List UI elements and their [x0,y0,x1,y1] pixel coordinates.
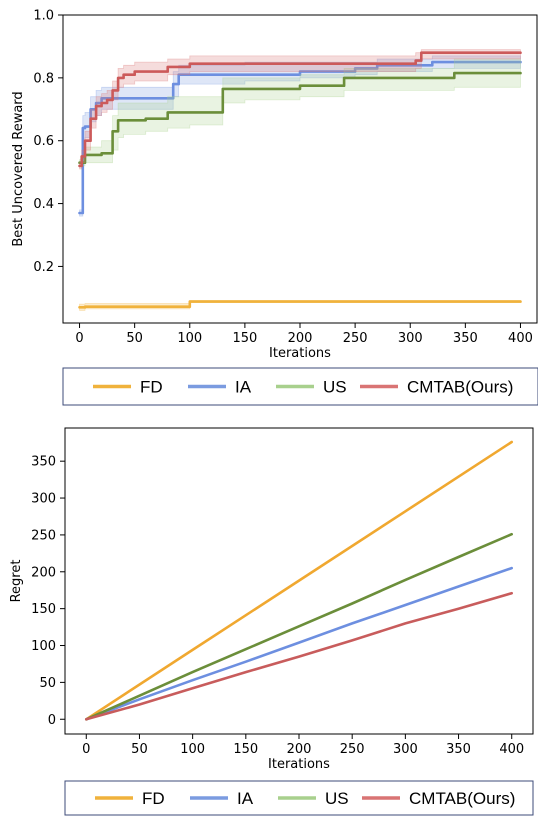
y-tick: 50 [39,676,65,691]
legend-label: IA [235,378,252,397]
series-line-fd [85,440,513,721]
x-tick-label: 400 [499,742,524,757]
series-line-us [78,71,522,164]
legend-label: FD [142,789,165,808]
series-line-fd [78,300,522,309]
y-tick-label: 0.2 [33,260,54,275]
x-tick: 50 [126,323,143,346]
legend-item: CMTAB(Ours) [362,789,515,808]
x-tick: 350 [446,734,471,757]
legend-item: IA [188,378,252,397]
y-tick-label: 300 [31,492,56,507]
x-tick-label: 200 [288,331,313,346]
legend-item: CMTAB(Ours) [360,378,513,397]
y-tick: 200 [31,565,65,580]
x-tick: 50 [131,734,148,757]
y-axis-label: Regret [9,560,24,603]
x-tick-label: 50 [126,331,143,346]
y-tick: 350 [31,455,65,470]
y-tick: 1.0 [33,9,63,24]
y-tick: 0.6 [33,134,63,149]
y-axis-label: Best Uncovered Reward [11,91,26,246]
legend-item: US [278,789,349,808]
x-tick: 150 [233,734,258,757]
y-tick-label: 0.8 [33,71,54,86]
x-tick-label: 0 [75,331,83,346]
x-tick: 0 [82,734,90,757]
legend-bottom: FD IA US CMTAB(Ours) [64,780,534,816]
x-tick: 400 [499,734,524,757]
x-tick: 300 [398,323,423,346]
x-tick-label: 100 [177,331,202,346]
legend-label: FD [140,378,163,397]
x-tick-label: 300 [398,331,423,346]
y-tick: 0.2 [33,260,63,275]
x-tick-label: 100 [180,742,205,757]
y-tick-label: 200 [31,565,56,580]
legend-top: FD IA US CMTAB(Ours) [62,367,538,406]
x-tick: 0 [75,323,84,346]
x-tick-label: 200 [287,742,312,757]
x-tick: 300 [393,734,418,757]
x-tick: 100 [180,734,205,757]
series-line-ia [78,60,522,215]
y-tick: 100 [31,639,65,654]
x-tick: 200 [288,323,313,346]
y-tick-label: 350 [31,455,56,470]
series-line-cmtab-ours- [78,51,522,168]
x-tick-label: 350 [453,331,478,346]
x-tick-label: 250 [343,331,368,346]
x-tick-label: 50 [131,742,148,757]
y-tick-label: 0 [48,713,56,728]
band-cmtab-ours- [79,49,521,170]
y-tick-label: 0.4 [33,197,54,212]
legend-item: US [276,378,347,397]
y-tick: 0.4 [33,197,63,212]
x-tick-label: 150 [233,742,258,757]
y-tick: 250 [31,528,65,543]
x-tick-label: 300 [393,742,418,757]
y-tick-label: 0.6 [33,134,54,149]
x-tick: 250 [340,734,365,757]
x-tick: 100 [177,323,202,346]
x-axis-label: Iterations [268,757,330,772]
band-us [79,58,521,167]
x-axis-label: Iterations [269,346,331,361]
x-tick: 150 [232,323,257,346]
series-line-cmtab-ours- [85,591,513,721]
legend-label: US [323,378,347,397]
x-tick-label: 250 [340,742,365,757]
y-tick-label: 100 [31,639,56,654]
y-tick-label: 250 [31,528,56,543]
x-tick-label: 400 [508,331,533,346]
y-tick: 300 [31,492,65,507]
y-tick-label: 1.0 [33,9,54,24]
reward-chart: 0 50 100 150 200 250 300 350 400 0.2 0.4 0.6 0.8 1.0 I… [11,9,538,361]
x-tick-label: 150 [232,331,257,346]
legend-label: CMTAB(Ours) [409,789,515,808]
y-tick-label: 50 [39,676,56,691]
series-line-us [85,532,513,721]
x-tick-label: 350 [446,742,471,757]
legend-item: FD [95,789,165,808]
x-tick: 250 [343,323,368,346]
series-line-ia [85,566,513,721]
legend-label: CMTAB(Ours) [407,378,513,397]
legend-label: IA [237,789,254,808]
legend-item: IA [190,789,254,808]
legend-item: FD [93,378,163,397]
regret-chart: 0 50 100 150 200 250 300 350 400 0 50 100 150 200 250 3… [9,427,534,772]
x-tick: 400 [508,323,533,346]
x-tick: 200 [287,734,312,757]
y-tick-label: 150 [31,602,56,617]
y-tick: 0 [48,713,65,728]
y-tick: 0.8 [33,71,63,86]
x-tick: 350 [453,323,478,346]
y-tick: 150 [31,602,65,617]
legend-label: US [325,789,349,808]
x-tick-label: 0 [82,742,90,757]
